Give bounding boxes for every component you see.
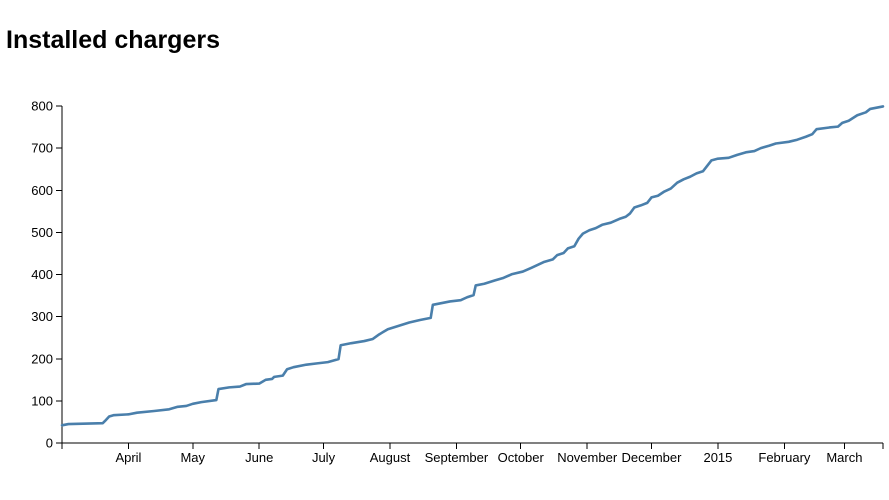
y-axis: 0 100 200 300 400 500 600 700 800 xyxy=(31,99,63,451)
series-layer xyxy=(60,105,885,427)
x-axis: April May June July August September October No… xyxy=(61,442,884,465)
x-tick-label: November xyxy=(557,450,618,465)
x-tick-label: May xyxy=(180,450,205,465)
y-tick-label: 600 xyxy=(31,183,53,198)
x-tick-label: September xyxy=(425,450,489,465)
x-tick-label: 2015 xyxy=(703,450,732,465)
chart-title: Installed chargers xyxy=(6,26,220,54)
x-tick-label: June xyxy=(245,450,273,465)
y-tick-label: 200 xyxy=(31,351,53,366)
x-tick-label: February xyxy=(758,450,811,465)
x-tick-label: August xyxy=(370,450,411,465)
y-tick-label: 700 xyxy=(31,141,53,156)
y-tick-label: 500 xyxy=(31,225,53,240)
x-tick-label: April xyxy=(115,450,141,465)
y-tick-label: 100 xyxy=(31,393,53,408)
x-tick-label: March xyxy=(826,450,862,465)
x-tick-label: October xyxy=(498,450,545,465)
y-tick-label: 800 xyxy=(31,99,53,114)
series-line xyxy=(60,105,885,427)
y-tick-label: 400 xyxy=(31,267,53,282)
x-tick-label: December xyxy=(622,450,683,465)
x-tick-label: July xyxy=(312,450,336,465)
y-tick-label: 300 xyxy=(31,309,53,324)
y-tick-label: 0 xyxy=(46,436,53,451)
